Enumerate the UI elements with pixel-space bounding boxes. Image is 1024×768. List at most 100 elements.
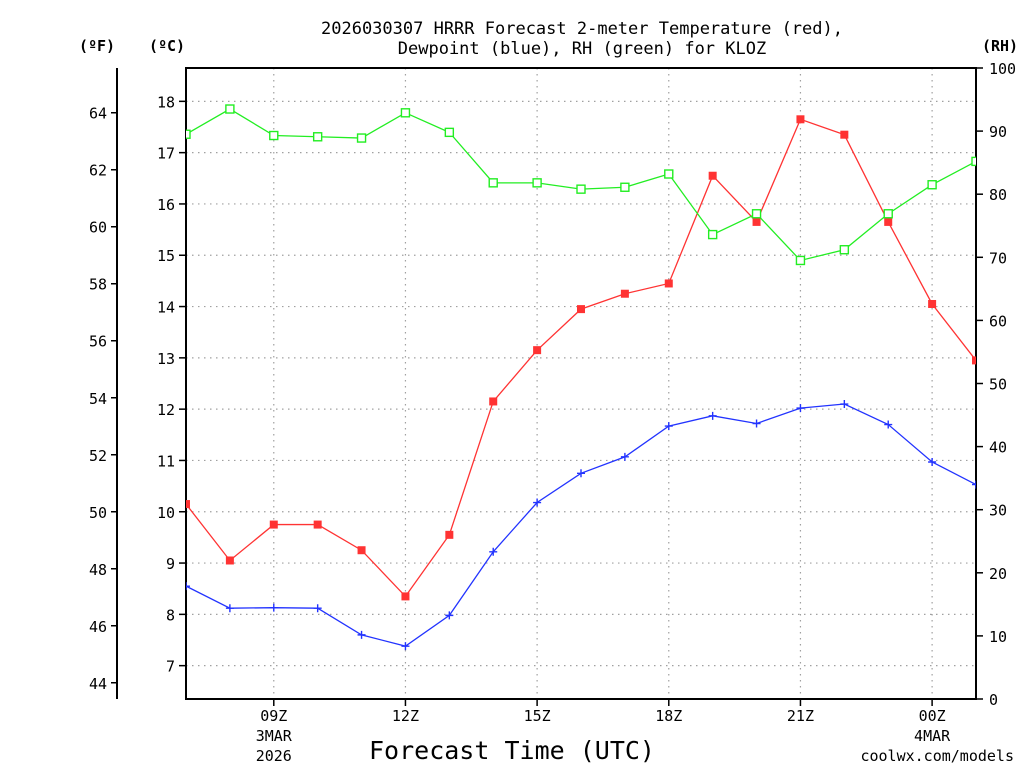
rh-tick-label: 30 (989, 502, 1007, 520)
rh-tick-label: 50 (989, 376, 1007, 394)
rh-point (225, 104, 235, 114)
temperature-point (840, 130, 849, 139)
celsius-tick-label: 7 (166, 658, 175, 676)
celsius-tick-label: 12 (157, 401, 175, 419)
credit-text: coolwx.com/models (860, 747, 1014, 765)
celsius-axis-label: (ºC) (149, 37, 185, 55)
temperature-point (269, 520, 278, 529)
plot-frame (185, 67, 977, 700)
rh-point (927, 180, 937, 190)
celsius-tick-label: 18 (157, 93, 175, 111)
rh-point (839, 245, 850, 255)
dewpoint-point (620, 452, 629, 461)
rh-point (664, 169, 674, 179)
celsius-tick-label: 16 (157, 196, 175, 214)
rh-tick-label: 90 (989, 123, 1007, 141)
rh-tick-label: 60 (989, 312, 1007, 330)
temperature-point (620, 289, 629, 298)
rh-point (795, 255, 806, 266)
celsius-tick-label: 9 (166, 555, 175, 573)
dewpoint-point (752, 419, 761, 428)
fahrenheit-tick-label: 44 (89, 675, 107, 693)
temperature-point (445, 530, 454, 539)
rh-point (356, 133, 367, 143)
dewpoint-point (577, 469, 585, 478)
celsius-tick-label: 17 (157, 145, 175, 163)
rh-tick-label: 100 (989, 60, 1016, 78)
fahrenheit-tick-label: 56 (89, 333, 107, 351)
rh-point (269, 130, 279, 141)
rh-tick-label: 40 (989, 439, 1007, 457)
temperature-point (401, 592, 410, 601)
temperature-point (577, 305, 585, 314)
temperature-point (489, 397, 498, 406)
dewpoint-point (664, 422, 673, 431)
dewpoint-point (489, 547, 498, 556)
dewpoint-point (533, 498, 542, 507)
celsius-tick-label: 8 (166, 606, 175, 624)
temperature-point (664, 279, 673, 288)
rh-tick-label: 0 (989, 691, 998, 709)
grid (186, 68, 976, 699)
dewpoint-point (186, 582, 190, 591)
dewpoint-point (972, 480, 976, 489)
temperature-point (928, 299, 937, 308)
temperature-point (313, 520, 322, 529)
x-tick-date: 4MAR (914, 727, 951, 745)
x-tick-label: 18Z (655, 707, 682, 725)
fahrenheit-tick-label: 62 (89, 162, 107, 180)
dewpoint-point (445, 611, 454, 620)
celsius-tick-label: 15 (157, 247, 175, 265)
rh-axis-label: (RH) (982, 37, 1018, 55)
rh-point (532, 178, 542, 188)
x-tick-date: 3MAR (256, 727, 293, 745)
chart-title: 2026030307 HRRR Forecast 2-meter Tempera… (321, 19, 843, 39)
rh-tick-label: 20 (989, 565, 1007, 583)
rh-tick-label: 70 (989, 249, 1007, 267)
x-tick-label: 09Z (260, 707, 287, 725)
temperature-point (225, 556, 234, 565)
dewpoint-point (708, 411, 717, 420)
temperature-point (796, 115, 805, 124)
dewpoint-point (225, 604, 234, 613)
dewpoint-point (796, 404, 805, 413)
rh-point (186, 129, 191, 139)
rh-point (883, 209, 893, 219)
x-tick-label: 21Z (787, 707, 814, 725)
rh-tick-label: 10 (989, 628, 1007, 646)
dewpoint-point (884, 420, 893, 429)
dewpoint-point (401, 642, 410, 651)
rh-tick-label: 80 (989, 186, 1007, 204)
temperature-point (708, 171, 717, 180)
celsius-tick-label: 11 (157, 452, 175, 470)
dewpoint-point (313, 604, 322, 613)
temperature-point (884, 217, 893, 226)
celsius-tick-label: 14 (157, 299, 175, 317)
x-axis-title: Forecast Time (UTC) (369, 736, 655, 765)
chart-subtitle: Dewpoint (blue), RH (green) for KLOZ (398, 39, 766, 59)
rh-point (751, 209, 762, 219)
fahrenheit-tick-label: 58 (89, 276, 107, 294)
rh-point (400, 108, 411, 118)
fahrenheit-tick-label: 64 (89, 105, 107, 123)
temperature-point (972, 356, 976, 365)
x-tick-year: 2026 (256, 747, 292, 765)
dewpoint-point (928, 457, 937, 466)
rh-point (576, 184, 586, 194)
x-tick-label: 15Z (524, 707, 551, 725)
fahrenheit-axis-label: (ºF) (79, 37, 115, 55)
fahrenheit-tick-label: 54 (89, 390, 107, 408)
rh-point (707, 229, 718, 240)
rh-point (488, 178, 498, 188)
fahrenheit-tick-label: 48 (89, 561, 107, 579)
fahrenheit-tick-label: 52 (89, 447, 107, 465)
x-tick-label: 12Z (392, 707, 419, 725)
rh-point (312, 132, 323, 142)
temperature-point (357, 546, 366, 555)
celsius-tick-label: 10 (157, 504, 175, 522)
dewpoint-point (357, 630, 366, 639)
dewpoint-point (840, 400, 849, 409)
rh-point (620, 182, 630, 192)
dewpoint-point (269, 603, 278, 612)
